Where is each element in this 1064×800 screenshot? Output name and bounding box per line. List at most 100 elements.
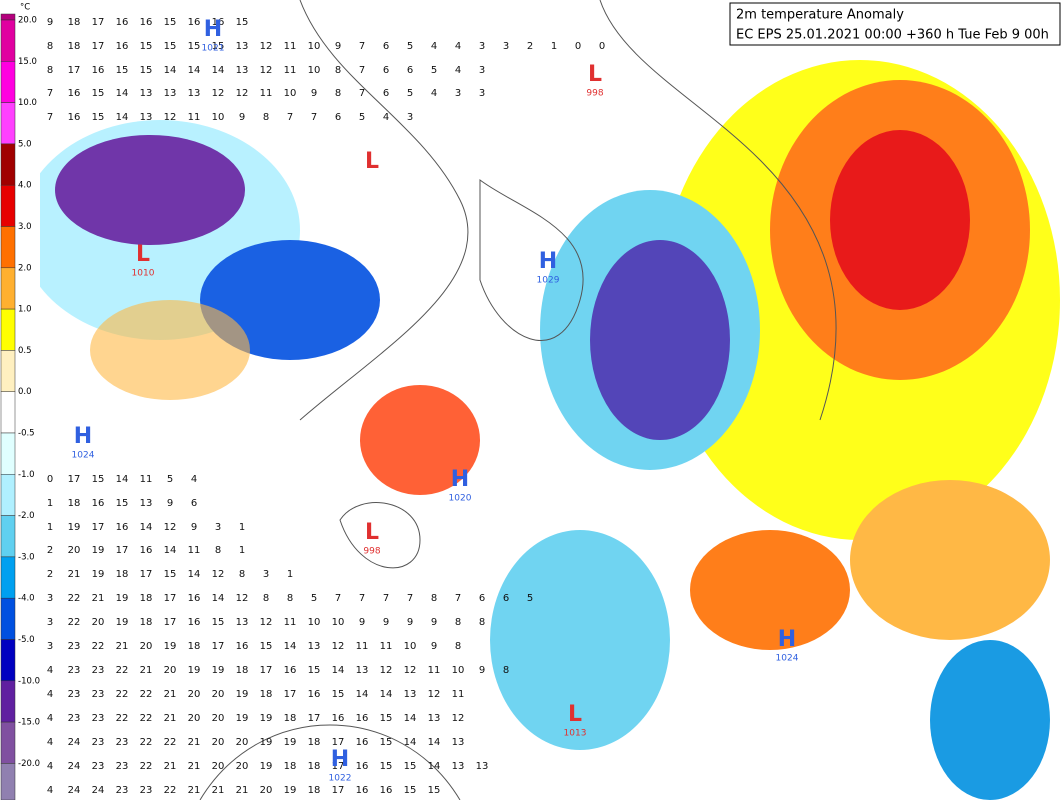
grid-value: 15	[164, 41, 177, 52]
grid-value: 22	[140, 737, 153, 748]
grid-value: 11	[188, 112, 201, 123]
grid-value: 4	[47, 689, 53, 700]
colorbar: °C 20.0 15.0 10.0 5.0 4.0 3.0 2.0 1.0 0.5 0.0 -0.5…	[0, 0, 40, 800]
grid-value: 7	[407, 593, 413, 604]
colorbar-swatch	[0, 184, 16, 227]
grid-value: 9	[431, 617, 437, 628]
pressure-center-value: 1010	[132, 269, 155, 279]
isobar	[339, 502, 421, 569]
grid-value: 18	[68, 498, 81, 509]
colorbar-label: 5.0	[18, 139, 32, 149]
grid-value: 15	[332, 689, 345, 700]
grid-value: 5	[311, 593, 317, 604]
colorbar-label: 4.0	[18, 181, 32, 191]
grid-value: 5	[431, 65, 437, 76]
grid-value: 14	[356, 689, 369, 700]
grid-value: 17	[164, 593, 177, 604]
grid-value: 3	[503, 41, 509, 52]
colorbar-swatch	[0, 721, 16, 764]
grid-value: 17	[92, 17, 105, 28]
grid-value: 12	[452, 713, 465, 724]
pressure-center-letter: L	[588, 62, 602, 87]
grid-value: 15	[260, 641, 273, 652]
colorbar-label: -3.0	[18, 552, 35, 562]
grid-value: 16	[332, 713, 345, 724]
grid-value: 13	[452, 737, 465, 748]
grid-value: 18	[236, 665, 249, 676]
grid-value: 4	[383, 112, 389, 123]
grid-value: 17	[212, 641, 225, 652]
grid-value: 13	[188, 88, 201, 99]
grid-value: 21	[92, 593, 105, 604]
grid-value: 6	[383, 88, 389, 99]
grid-value: 8	[455, 617, 461, 628]
grid-value: 1	[239, 522, 245, 533]
grid-value: 17	[116, 545, 129, 556]
colorbar-swatch	[0, 680, 16, 723]
grid-value: 9	[47, 17, 53, 28]
grid-value: 10	[452, 665, 465, 676]
grid-value: 4	[431, 41, 437, 52]
grid-value: 9	[407, 617, 413, 628]
grid-value: 14	[404, 713, 417, 724]
grid-value: 15	[212, 41, 225, 52]
grid-value: 1	[287, 569, 293, 580]
grid-value: 7	[335, 593, 341, 604]
grid-value: 4	[455, 65, 461, 76]
grid-value: 3	[479, 65, 485, 76]
grid-value: 13	[404, 689, 417, 700]
isobars	[199, 0, 837, 800]
anomaly-area	[55, 135, 245, 245]
colorbar-swatch	[0, 19, 16, 62]
grid-value: 10	[332, 617, 345, 628]
pressure-center-letter: H	[539, 249, 557, 274]
grid-value: 21	[188, 761, 201, 772]
grid-value: 8	[455, 641, 461, 652]
grid-value: 2	[47, 545, 53, 556]
colorbar-label: 15.0	[18, 57, 37, 67]
grid-value: 6	[503, 593, 509, 604]
grid-value: 3	[47, 593, 53, 604]
grid-value: 8	[47, 41, 53, 52]
grid-value: 7	[287, 112, 293, 123]
grid-value: 4	[431, 88, 437, 99]
colorbar-swatch	[0, 515, 16, 558]
grid-value: 17	[140, 569, 153, 580]
grid-value: 7	[359, 88, 365, 99]
grid-value: 14	[284, 641, 297, 652]
grid-value: 9	[239, 112, 245, 123]
pressure-center-value: 998	[586, 89, 603, 99]
grid-value: 6	[407, 65, 413, 76]
grid-value: 8	[263, 593, 269, 604]
colorbar-swatch	[0, 13, 16, 21]
grid-value: 8	[335, 65, 341, 76]
grid-value: 15	[380, 737, 393, 748]
grid-value: 10	[212, 112, 225, 123]
grid-value: 19	[260, 737, 273, 748]
grid-value: 19	[260, 761, 273, 772]
grid-value: 7	[359, 41, 365, 52]
colorbar-label: -20.0	[18, 759, 40, 769]
pressure-center-letter: H	[331, 747, 349, 772]
grid-value: 15	[164, 17, 177, 28]
grid-value: 14	[428, 737, 441, 748]
grid-value: 9	[167, 498, 173, 509]
grid-value: 10	[284, 88, 297, 99]
grid-value: 10	[308, 41, 321, 52]
grid-value: 5	[407, 41, 413, 52]
grid-value: 14	[188, 569, 201, 580]
grid-value: 12	[236, 88, 249, 99]
grid-value: 11	[284, 41, 297, 52]
grid-value: 13	[236, 41, 249, 52]
grid-value: 20	[212, 713, 225, 724]
grid-value: 23	[140, 785, 153, 796]
grid-value: 16	[116, 17, 129, 28]
grid-value: 4	[47, 737, 53, 748]
grid-value: 14	[164, 545, 177, 556]
grid-value: 16	[188, 617, 201, 628]
grid-value: 19	[116, 617, 129, 628]
grid-value: 6	[335, 112, 341, 123]
grid-value: 15	[236, 17, 249, 28]
grid-value: 23	[92, 713, 105, 724]
